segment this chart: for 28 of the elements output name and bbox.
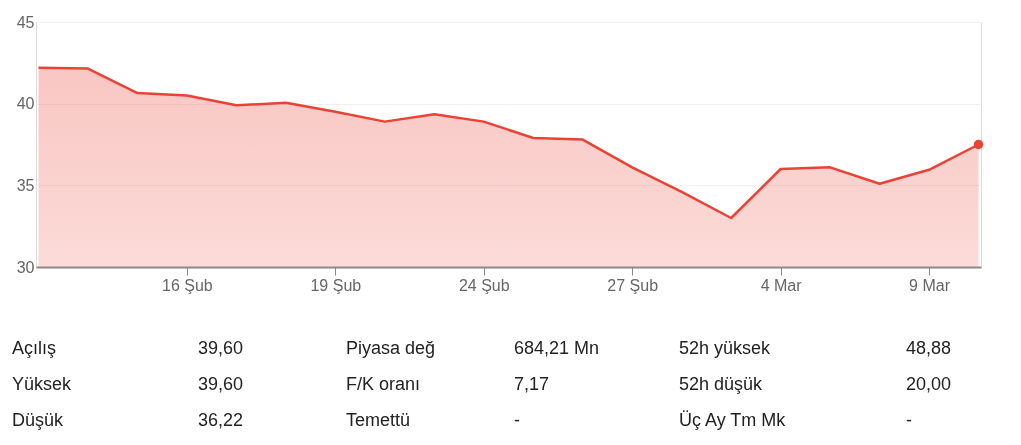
text: 7,17: [514, 374, 550, 394]
text: -: [906, 410, 912, 430]
y-tick-label: 30: [16, 258, 35, 276]
text: Piyasa değ: [346, 338, 436, 358]
x-tick-label: 4 Mar: [760, 276, 803, 294]
text: 52h yüksek: [679, 338, 772, 358]
y-tick-label: 35: [16, 176, 35, 194]
text: 39,60: [198, 338, 244, 358]
text: F/K oranı: [346, 374, 421, 394]
text: Yüksek: [12, 374, 73, 394]
text: 20,00: [906, 374, 952, 394]
text: Düşük: [12, 410, 65, 430]
x-tick-label: 16 Şub: [162, 276, 213, 294]
text: Üç Ay Tm Mk: [679, 410, 787, 430]
text: 36,22: [198, 410, 244, 430]
text: Açılış: [12, 338, 57, 358]
x-tick-label: 9 Mar: [909, 276, 951, 294]
text: 52h düşük: [679, 374, 764, 394]
x-tick-label: 19 Şub: [310, 276, 362, 294]
text: Temettü: [346, 410, 411, 430]
x-tick-label: 24 Şub: [458, 276, 510, 294]
y-tick-label: 40: [16, 95, 35, 113]
text: 684,21 Mn: [514, 338, 600, 358]
x-tick-label: 27 Şub: [607, 276, 659, 294]
text: 48,88: [906, 338, 952, 358]
y-tick-label: 45: [16, 13, 35, 31]
text: 39,60: [198, 374, 244, 394]
text: -: [514, 410, 520, 430]
